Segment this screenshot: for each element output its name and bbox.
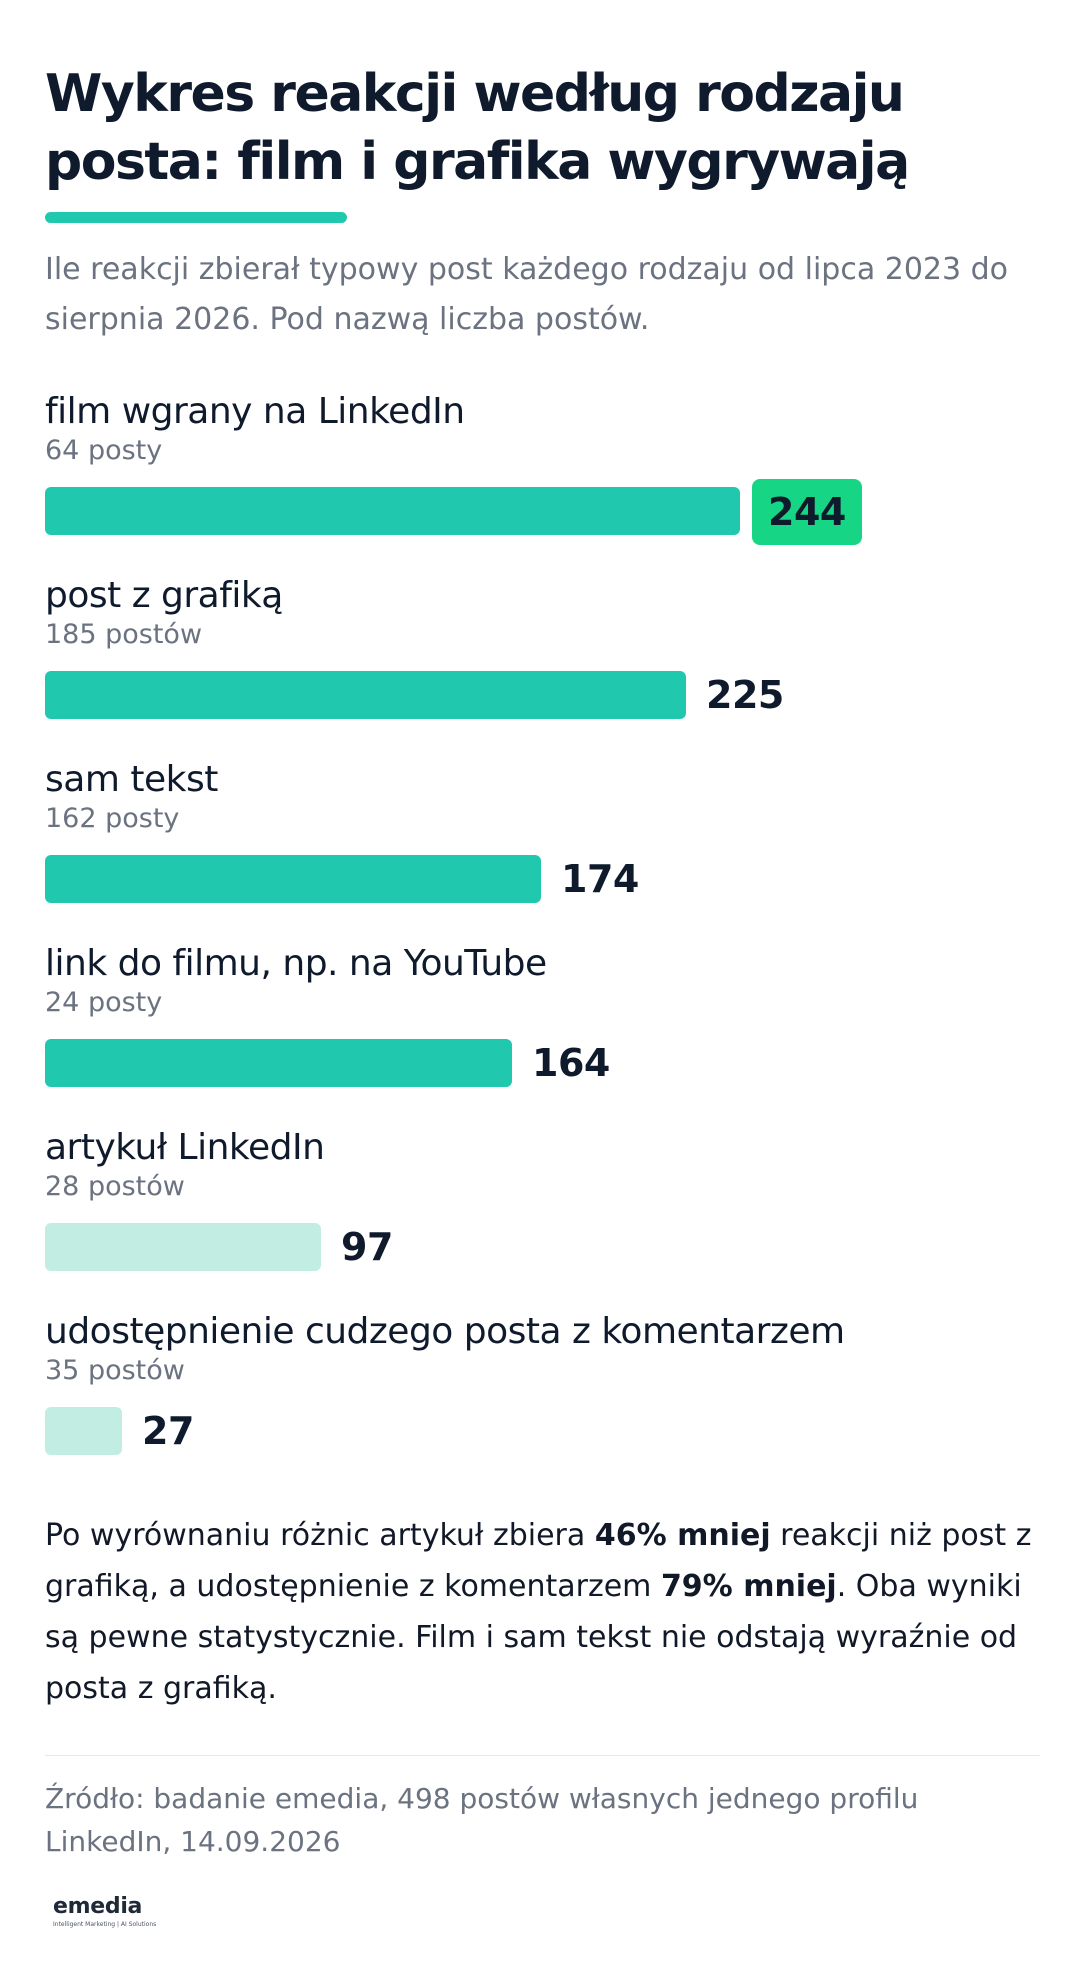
- note-text-3: . Oba wyniki są pewne statystycznie. Fil…: [45, 1569, 1022, 1706]
- summary-note: Po wyrównaniu różnic artykuł zbiera 46% …: [45, 1510, 1045, 1714]
- page-title: Wykres reakcji według rodzaju posta: fil…: [45, 64, 910, 192]
- bar-category-label: artykuł LinkedIn: [45, 1127, 325, 1168]
- bar-post-count: 24 posty: [45, 987, 163, 1018]
- bar-mark: [45, 671, 686, 719]
- bar-mark: [45, 1039, 512, 1087]
- bar-category-label: post z grafiką: [45, 575, 283, 616]
- note-text-1: Po wyrównaniu różnic artykuł zbiera: [45, 1518, 595, 1553]
- logo-wordmark: emedia: [53, 1894, 143, 1919]
- note-emphasis-1: 46% mniej: [594, 1518, 771, 1553]
- bar-value-label: 164: [532, 1041, 610, 1085]
- footer-divider: [45, 1755, 1040, 1756]
- bar-value-label: 225: [706, 673, 784, 717]
- bar-mark: [45, 487, 740, 535]
- page-subtitle: Ile reakcji zbierał typowy post każdego …: [45, 252, 1009, 337]
- logo-tagline: Intelligent Marketing | AI Solutions: [53, 1921, 157, 1928]
- bar-post-count: 28 postów: [45, 1171, 185, 1202]
- bar-post-count: 162 posty: [45, 803, 180, 834]
- bar-value-label-highlighted: 244: [752, 479, 862, 545]
- bar-post-count: 185 postów: [45, 619, 203, 650]
- bar-post-count: 35 postów: [45, 1355, 185, 1386]
- bar-category-label: udostępnienie cudzego posta z komentarze…: [45, 1311, 845, 1352]
- bar-value-label: 27: [142, 1409, 194, 1453]
- bar-category-label: sam tekst: [45, 759, 218, 800]
- emedia-logo: emedia Intelligent Marketing | AI Soluti…: [53, 1894, 173, 1934]
- bar-value-label: 174: [561, 857, 639, 901]
- bar-category-label: film wgrany na LinkedIn: [45, 391, 465, 432]
- bar-chart: film wgrany na LinkedIn 64 posty 244 post z…: [45, 391, 862, 1455]
- title-accent-line: [45, 212, 347, 223]
- note-emphasis-2: 79% mniej: [660, 1569, 837, 1604]
- bar-mark: [45, 855, 541, 903]
- bar-post-count: 64 posty: [45, 435, 163, 466]
- bar-category-label: link do filmu, np. na YouTube: [45, 943, 547, 984]
- bar-mark: [45, 1407, 122, 1455]
- source-note: Źródło: badanie emedia, 498 postów własn…: [45, 1782, 919, 1858]
- bar-value-label: 97: [341, 1225, 393, 1269]
- bar-mark: [45, 1223, 321, 1271]
- note-text-2: reakcji niż post z grafiką, a udostępnie…: [45, 1518, 1032, 1604]
